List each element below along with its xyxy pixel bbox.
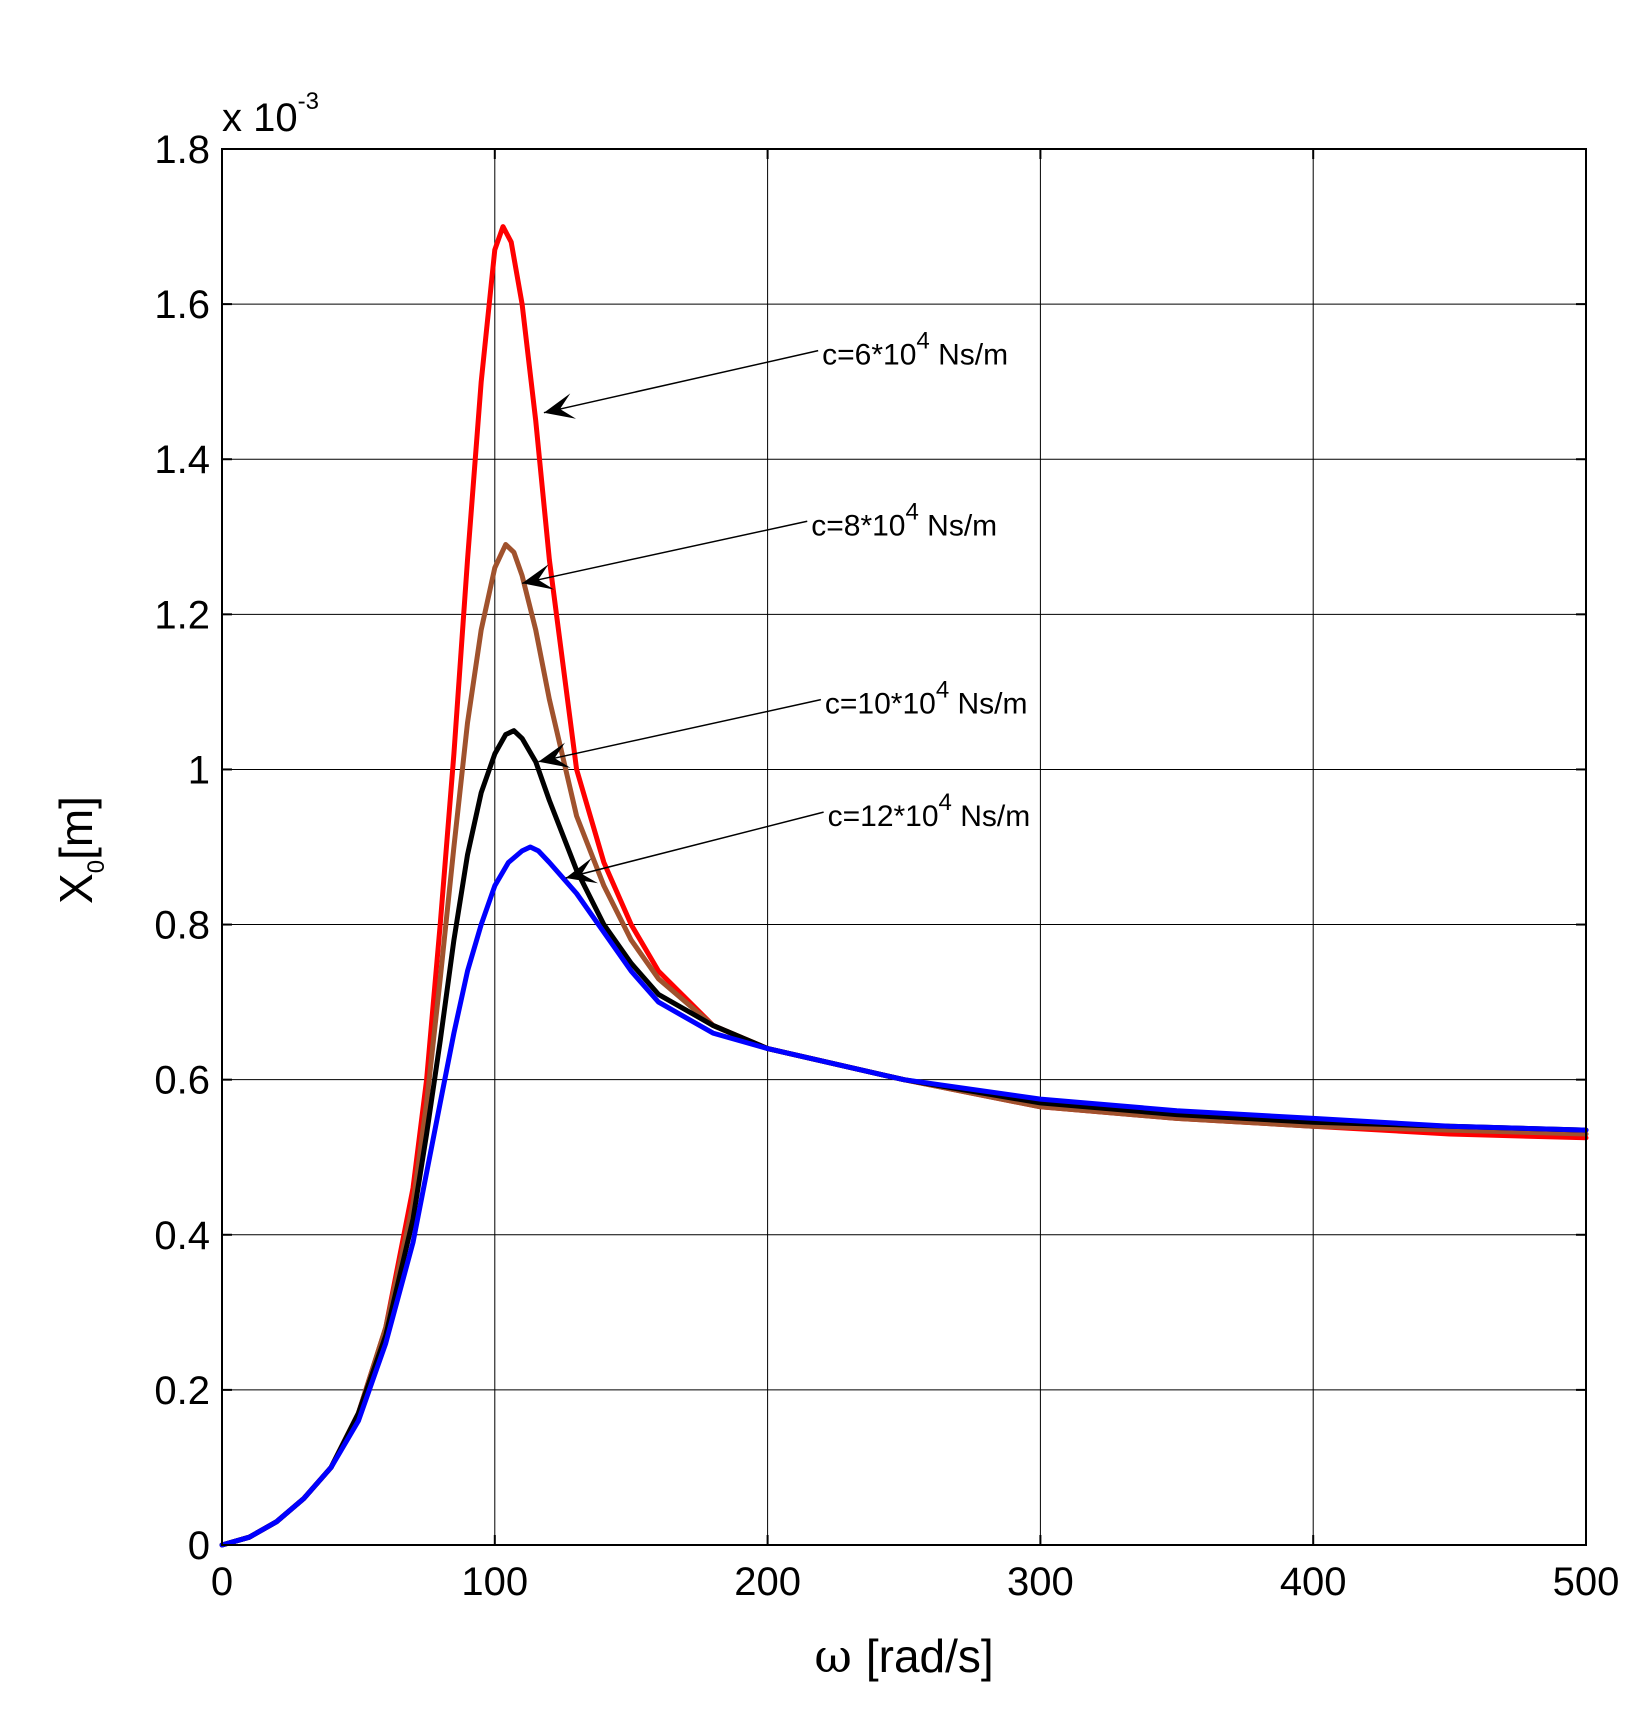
annotation-power: 4 bbox=[936, 677, 949, 704]
annotation-power: 4 bbox=[939, 789, 952, 816]
x-tick-label: 200 bbox=[734, 1560, 801, 1604]
y-tick-labels: 0 0.2 0.4 0.6 0.8 1 1.2 1.4 1.6 1.8 bbox=[154, 128, 210, 1568]
annotation-suffix: Ns/m bbox=[949, 688, 1027, 721]
y-tick-label: 1.2 bbox=[154, 593, 210, 637]
annotation-3: c=10*104 Ns/m bbox=[538, 677, 1028, 768]
x-tick-label: 300 bbox=[1007, 1560, 1074, 1604]
x-tick-label: 100 bbox=[461, 1560, 528, 1604]
annotation-prefix: c=6*10 bbox=[822, 339, 916, 372]
y-tick-label: 0.6 bbox=[154, 1059, 210, 1103]
x-tick-label: 500 bbox=[1553, 1560, 1620, 1604]
y-axis-unit: [m] bbox=[50, 796, 102, 860]
y-axis-exponent-prefix: x 10 bbox=[222, 96, 298, 140]
x-tick-labels: 0 100 200 300 400 500 bbox=[211, 1560, 1620, 1604]
annotation-arrow-line bbox=[565, 811, 824, 879]
annotation-prefix: c=8*10 bbox=[811, 509, 905, 542]
annotation-1: c=6*104 Ns/m bbox=[543, 328, 1008, 419]
y-tick-label: 0.8 bbox=[154, 904, 210, 948]
x-tick-label: 400 bbox=[1280, 1560, 1347, 1604]
y-axis-exponent: x 10-3 bbox=[222, 88, 319, 140]
annotation-power: 4 bbox=[905, 498, 918, 525]
annotation-power: 4 bbox=[916, 328, 929, 355]
annotation-label: c=8*104 Ns/m bbox=[811, 498, 997, 542]
y-tick-label: 0 bbox=[188, 1524, 210, 1568]
annotation-arrowhead bbox=[522, 564, 555, 590]
series-line-4 bbox=[219, 844, 1589, 1548]
x-axis-symbol: ω bbox=[814, 1629, 852, 1683]
annotation-prefix: c=12*10 bbox=[828, 800, 939, 833]
tick-marks bbox=[221, 148, 1587, 1546]
annotation-arrowhead bbox=[543, 393, 576, 419]
y-tick-label: 0.4 bbox=[154, 1214, 210, 1258]
y-axis-exponent-power: -3 bbox=[298, 88, 319, 115]
y-tick-label: 0.2 bbox=[154, 1369, 210, 1413]
axes-box bbox=[221, 148, 1587, 1546]
series-lines bbox=[219, 224, 1589, 1548]
y-axis-subscript: 0 bbox=[83, 860, 110, 873]
annotation-label: c=10*104 Ns/m bbox=[825, 677, 1028, 721]
y-axis-symbol: X bbox=[50, 873, 102, 904]
annotation-suffix: Ns/m bbox=[930, 339, 1008, 372]
annotations: c=6*104 Ns/mc=8*104 Ns/mc=10*104 Ns/mc=1… bbox=[521, 328, 1031, 884]
annotation-label: c=12*104 Ns/m bbox=[828, 789, 1031, 833]
annotation-arrow-line bbox=[543, 349, 819, 414]
annotation-4: c=12*104 Ns/m bbox=[565, 789, 1031, 884]
x-axis-unit: [rad/s] bbox=[866, 1630, 994, 1682]
annotation-suffix: Ns/m bbox=[952, 800, 1030, 833]
annotation-arrow-line bbox=[521, 520, 808, 585]
y-tick-label: 1.8 bbox=[154, 128, 210, 172]
annotation-2: c=8*104 Ns/m bbox=[521, 498, 997, 590]
annotation-arrow-line bbox=[538, 698, 822, 763]
annotation-label: c=6*104 Ns/m bbox=[822, 328, 1008, 372]
annotation-suffix: Ns/m bbox=[919, 509, 997, 542]
y-axis-label: X0[m] bbox=[50, 796, 110, 904]
annotation-arrowhead bbox=[565, 858, 598, 884]
x-tick-label: 0 bbox=[211, 1560, 233, 1604]
x-axis-label: ω [rad/s] bbox=[814, 1629, 993, 1683]
plot-area bbox=[222, 149, 1586, 1545]
annotation-prefix: c=10*10 bbox=[825, 688, 936, 721]
y-tick-label: 1 bbox=[188, 748, 210, 792]
y-tick-label: 1.6 bbox=[154, 283, 210, 327]
y-tick-label: 1.4 bbox=[154, 438, 210, 482]
annotation-arrowhead bbox=[538, 742, 571, 768]
